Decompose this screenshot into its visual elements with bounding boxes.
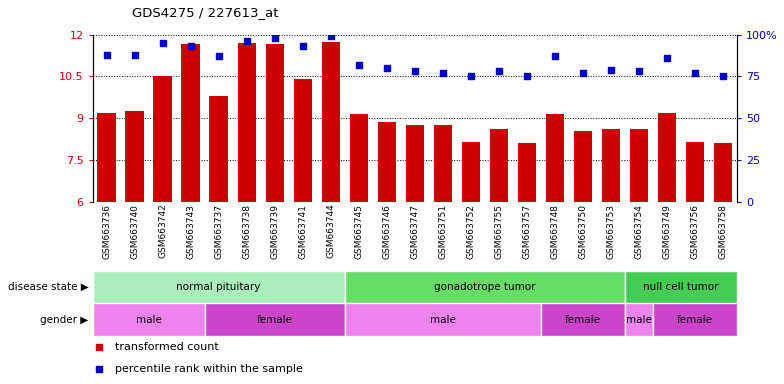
Point (93, 344, 105, 350)
Bar (154, 76, 172, 202)
Bar (378, 122, 396, 202)
Text: GSM663738: GSM663738 (242, 204, 251, 259)
Bar (658, 113, 676, 202)
Point (492, 68, 505, 74)
Point (661, 55, 673, 61)
Bar (345, 303, 541, 336)
Point (464, 73, 477, 79)
Text: GSM663750: GSM663750 (579, 204, 587, 259)
Bar (434, 125, 452, 202)
Text: GSM663746: GSM663746 (383, 204, 391, 258)
Text: GSM663756: GSM663756 (691, 204, 699, 259)
Text: disease state ▶: disease state ▶ (8, 282, 89, 292)
Point (408, 68, 421, 74)
Bar (321, 41, 339, 202)
Point (353, 61, 365, 68)
Bar (630, 129, 648, 202)
Point (633, 68, 645, 74)
Bar (517, 143, 536, 202)
Text: female: female (677, 314, 713, 325)
Text: normal pituitary: normal pituitary (176, 282, 261, 292)
Bar (625, 303, 653, 336)
Text: GSM663747: GSM663747 (410, 204, 419, 258)
Text: GSM663745: GSM663745 (354, 204, 363, 258)
Bar (714, 143, 732, 202)
Bar (653, 303, 737, 336)
Bar (293, 79, 312, 202)
Bar (490, 129, 508, 202)
Bar (238, 43, 256, 202)
Bar (574, 131, 592, 202)
Text: GSM663755: GSM663755 (494, 204, 503, 259)
Bar (686, 142, 704, 202)
Bar (462, 142, 480, 202)
Point (604, 66, 617, 73)
Text: GSM663758: GSM663758 (718, 204, 728, 259)
Point (156, 40, 169, 46)
Text: GSM663736: GSM663736 (102, 204, 111, 259)
Text: GSM663749: GSM663749 (662, 204, 671, 258)
Text: GSM663742: GSM663742 (158, 204, 167, 258)
Text: percentile rank within the sample: percentile rank within the sample (115, 364, 303, 374)
Text: female: female (564, 314, 601, 325)
Point (268, 35, 281, 41)
Bar (209, 96, 227, 202)
Text: gender ▶: gender ▶ (40, 314, 89, 325)
Point (437, 70, 449, 76)
Bar (625, 271, 737, 303)
Bar (546, 114, 564, 202)
Point (184, 43, 197, 49)
Text: GSM663741: GSM663741 (298, 204, 307, 258)
Text: GSM663740: GSM663740 (130, 204, 139, 258)
Text: GSM663751: GSM663751 (438, 204, 447, 259)
Text: male: male (626, 314, 652, 325)
Point (100, 51, 113, 58)
Point (549, 53, 561, 60)
Bar (266, 44, 284, 202)
Bar (93, 303, 205, 336)
Point (521, 73, 533, 79)
Point (296, 43, 309, 49)
Text: GDS4275 / 227613_at: GDS4275 / 227613_at (132, 6, 278, 19)
Text: GSM663748: GSM663748 (550, 204, 559, 258)
Bar (181, 44, 200, 202)
Point (129, 51, 141, 58)
Text: GSM663757: GSM663757 (522, 204, 532, 259)
Text: male: male (136, 314, 162, 325)
Text: transformed count: transformed count (115, 342, 219, 352)
Point (576, 70, 589, 76)
Text: GSM663743: GSM663743 (186, 204, 195, 258)
Point (241, 38, 253, 44)
Point (212, 53, 225, 60)
Text: GSM663737: GSM663737 (214, 204, 223, 259)
Bar (541, 303, 625, 336)
Text: null cell tumor: null cell tumor (643, 282, 719, 292)
Text: GSM663752: GSM663752 (466, 204, 475, 258)
Bar (350, 114, 368, 202)
Text: GSM663739: GSM663739 (270, 204, 279, 259)
Point (717, 73, 729, 79)
Text: GSM663744: GSM663744 (326, 204, 336, 258)
Point (325, 33, 337, 39)
Text: female: female (256, 314, 292, 325)
Text: gonadotrope tumor: gonadotrope tumor (434, 282, 535, 292)
Text: GSM663753: GSM663753 (606, 204, 615, 259)
Text: male: male (430, 314, 456, 325)
Point (93, 366, 105, 372)
Point (380, 65, 393, 71)
Text: GSM663754: GSM663754 (634, 204, 644, 258)
Bar (205, 303, 345, 336)
Bar (602, 129, 620, 202)
Bar (345, 271, 625, 303)
Bar (125, 111, 143, 202)
Point (688, 70, 701, 76)
Bar (93, 271, 345, 303)
Bar (405, 125, 424, 202)
Bar (97, 113, 115, 202)
